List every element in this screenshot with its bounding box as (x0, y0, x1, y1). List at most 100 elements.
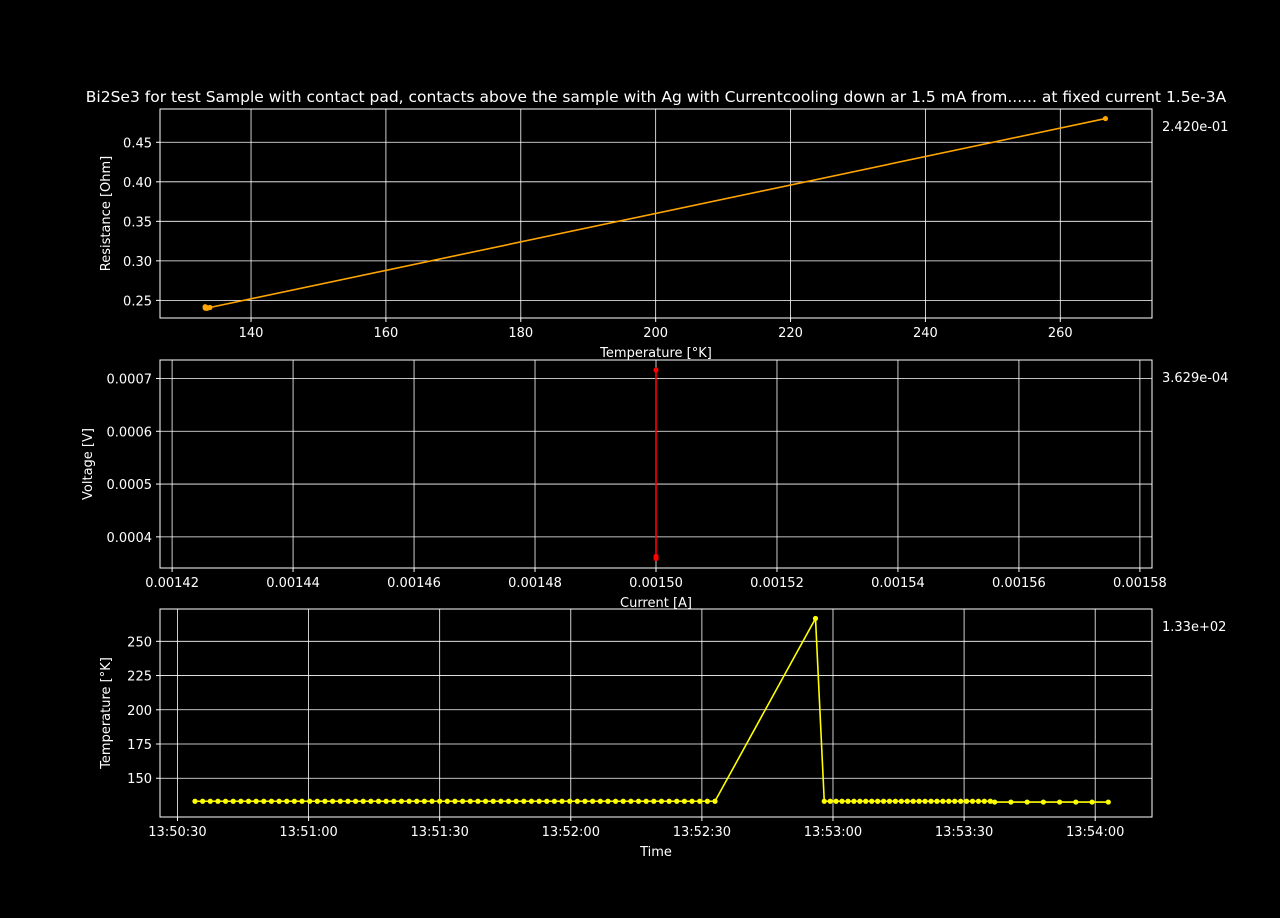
voltage-xtick-label: 0.00148 (508, 576, 562, 591)
temperature-data-point (1008, 799, 1014, 805)
temperature-data-point (307, 798, 313, 804)
temperature-ytick-label: 150 (127, 772, 152, 787)
panels: 140 160 180 200 220 240 260 0.25 0.30 0.35 0.40 0.4… (81, 108, 1228, 860)
temperature-data-point (437, 798, 443, 804)
temperature-data-point (574, 798, 580, 804)
temperature-data-point (460, 798, 466, 804)
temperature-data-point (845, 798, 851, 804)
temperature-data-point (322, 798, 328, 804)
temperature-data-point (934, 798, 940, 804)
temperature-ytick-label: 175 (127, 738, 152, 753)
temperature-data-point (946, 798, 952, 804)
temperature-data-point (1040, 799, 1046, 805)
temperature-xtick-label: 13:52:30 (673, 825, 731, 840)
temperature-data-point (1024, 799, 1030, 805)
temperature-data-point (352, 798, 359, 804)
temperature-data-point (559, 798, 565, 804)
temperature-data-point (238, 798, 244, 804)
temperature-data-point (207, 798, 213, 804)
temperature-readout: 1.33e+02 (1162, 620, 1226, 635)
temperature-data-point (643, 798, 649, 804)
temperature-data-point (969, 798, 976, 804)
temperature-data-point (981, 798, 987, 804)
resistance-ytick-label: 0.45 (123, 136, 152, 151)
temperature-data-point (276, 798, 282, 804)
temperature-data-point (875, 798, 881, 804)
voltage-readout: 3.629e-04 (1162, 371, 1228, 386)
temperature-data-point (444, 798, 450, 804)
temperature-data-point (628, 798, 634, 804)
temperature-data-point (268, 798, 275, 804)
temperature-data-point (467, 798, 473, 804)
temperature-data-point (245, 798, 252, 804)
temperature-data-point (360, 798, 366, 804)
temperature-ytick-label: 250 (127, 635, 152, 650)
temperature-data-point (192, 798, 198, 804)
temperature-data-point (704, 798, 710, 804)
temperature-data-point (922, 798, 928, 804)
temperature-data-point (490, 798, 496, 804)
resistance-ytick-label: 0.35 (123, 215, 152, 230)
voltage-y-axis-label: Voltage [V] (81, 428, 96, 500)
temperature-data-point (651, 798, 657, 804)
resistance-readout: 2.420e-01 (1162, 120, 1228, 135)
temperature-data-point (505, 798, 512, 804)
temperature-data-point (910, 798, 916, 804)
temperature-data-point (536, 798, 542, 804)
temperature-data-point (697, 798, 703, 804)
temperature-data-point (857, 798, 863, 804)
temperature-axes-frame (159, 608, 1153, 818)
temperature-data-point (620, 798, 626, 804)
temperature-data-point (406, 798, 412, 804)
temperature-data-point (398, 798, 405, 804)
temperature-data-point (712, 798, 718, 804)
resistance-xtick-label: 200 (643, 326, 668, 341)
temperature-data-point (658, 798, 665, 804)
temperature-data-point (904, 798, 910, 804)
voltage-ytick-label: 0.0007 (107, 372, 153, 387)
temperature-data-point (482, 798, 489, 804)
temperature-xtick-label: 13:53:00 (804, 825, 862, 840)
temperature-data-point (567, 798, 573, 804)
temperature-data-point (674, 798, 680, 804)
temperature-data-point (863, 798, 869, 804)
temperature-data-point (261, 798, 267, 804)
temperature-ytick-label: 225 (127, 670, 152, 685)
temperature-data-point (666, 798, 672, 804)
voltage-xtick-label: 0.00144 (266, 576, 320, 591)
temperature-data-point (391, 798, 397, 804)
resistance-axes-frame (159, 108, 1153, 319)
temperature-data-point (597, 798, 603, 804)
temperature-data-point (892, 798, 899, 804)
temperature-data-point (200, 798, 206, 804)
temperature-data-point (222, 798, 229, 804)
temperature-data-point (345, 798, 351, 804)
temperature-xtick-label: 13:50:30 (148, 825, 206, 840)
temperature-data-point (1057, 799, 1063, 805)
resistance-xtick-label: 260 (1048, 326, 1073, 341)
temperature-data-point (284, 798, 290, 804)
temperature-panel: 13:50:30 13:51:00 13:51:30 13:52:00 13:52:30… (99, 608, 1226, 860)
temperature-x-axis-label: Time (639, 845, 672, 860)
temperature-data-point (851, 798, 857, 804)
resistance-xtick-label: 220 (778, 326, 803, 341)
temperature-data-point (513, 798, 519, 804)
temperature-data-point (368, 798, 374, 804)
temperature-data-point (963, 798, 970, 804)
temperature-y-axis-label: Temperature [°K] (99, 657, 114, 770)
temperature-data-point (414, 798, 420, 804)
temperature-data-point (886, 798, 893, 804)
temperature-xtick-label: 13:52:00 (542, 825, 600, 840)
resistance-xtick-label: 240 (913, 326, 938, 341)
voltage-panel: 0.00142 0.00144 0.00146 0.00148 0.00150 0.001… (81, 359, 1228, 611)
temperature-xtick-label: 13:51:00 (279, 825, 337, 840)
temperature-data-point (987, 798, 993, 804)
resistance-ytick-label: 0.40 (123, 176, 152, 191)
voltage-xtick-label: 0.00158 (1113, 576, 1167, 591)
temperature-data-point (1073, 799, 1079, 805)
temperature-data-point (681, 798, 688, 804)
voltage-xtick-label: 0.00142 (145, 576, 199, 591)
resistance-x-axis-label: Temperature [°K] (599, 346, 712, 361)
